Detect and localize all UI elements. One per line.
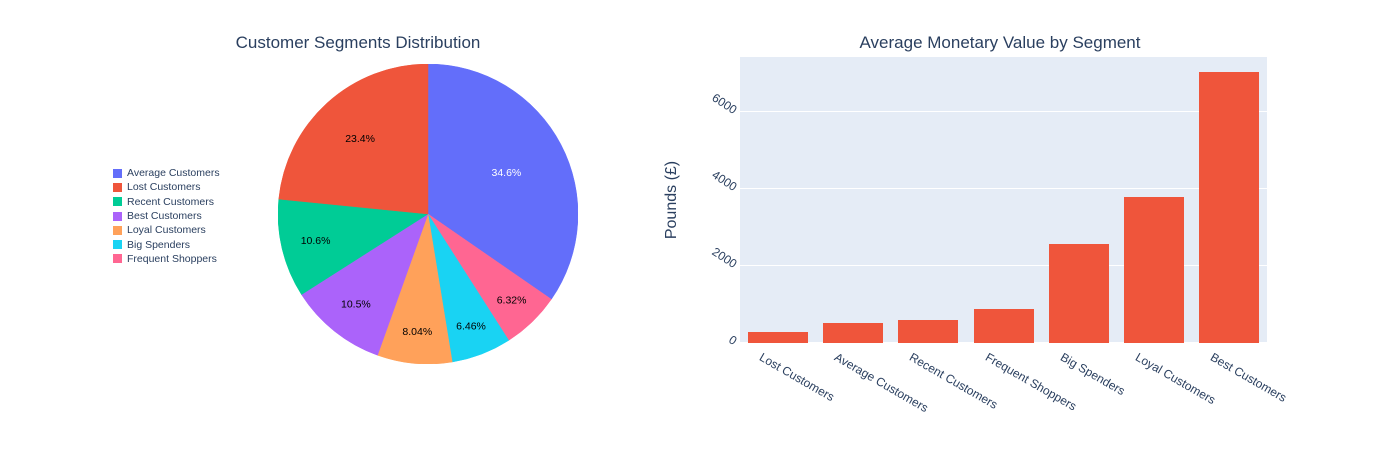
pie-slice-percent-label: 6.46% [456,320,486,332]
pie-slice-percent-label: 6.32% [497,295,527,307]
legend-item-loyal-customers[interactable]: Loyal Customers [113,223,220,237]
y-tick-label-6000: 6000 [709,90,740,117]
bar-average-customers[interactable] [822,323,883,343]
y-tick-label-2000: 2000 [709,244,740,271]
x-tick-label-lost-customers: Lost Customers [756,350,837,405]
legend-item-best-customers[interactable]: Best Customers [113,209,220,223]
pie-slice-percent-label: 8.04% [402,326,432,338]
legend-swatch [113,168,122,178]
gridline-6000 [740,110,1267,113]
y-axis-title: Pounds (£) [663,160,680,240]
pie-slice-percent-label: 10.5% [341,298,371,310]
legend-item-average-customers[interactable]: Average Customers [113,166,220,180]
bar-loyal-customers[interactable] [1124,196,1185,343]
gridline-2000 [740,264,1267,267]
legend-swatch [113,211,122,221]
legend-label: Recent Customers [127,195,214,208]
x-tick-label-loyal-customers: Loyal Customers [1133,350,1219,408]
legend-label: Loyal Customers [127,224,206,237]
legend-label: Frequent Shoppers [127,252,217,265]
legend-item-big-spenders[interactable]: Big Spenders [113,237,220,251]
legend-swatch [113,225,122,235]
pie-slice-percent-label: 10.6% [301,235,331,247]
pie-slice-percent-label: 23.4% [345,133,375,145]
pie-chart-panel: Customer Segments Distribution Average C… [0,0,660,460]
pie-slice-percent-label: 34.6% [492,167,522,179]
legend-swatch [113,197,122,207]
x-tick-label-big-spenders: Big Spenders [1057,350,1128,399]
bar-chart-panel: Average Monetary Value by Segment Pounds… [660,0,1374,460]
pie-slice-lost-customers[interactable] [278,64,429,215]
bar-big-spenders[interactable] [1048,244,1109,343]
bar-chart-title: Average Monetary Value by Segment [859,33,1141,52]
x-tick-label-recent-customers: Recent Customers [907,350,1001,412]
x-tick-label-best-customers: Best Customers [1208,350,1290,405]
x-tick-label-average-customers: Average Customers [831,350,931,416]
bar-lost-customers[interactable] [747,331,808,343]
legend-item-lost-customers[interactable]: Lost Customers [113,180,220,194]
legend-swatch [113,182,122,192]
pie-slice-recent-customers[interactable] [278,198,429,295]
pie-chart-title: Customer Segments Distribution [235,33,481,52]
y-tick-label-0: 0 [726,332,740,348]
bar-best-customers[interactable] [1199,71,1260,343]
legend-label: Average Customers [127,167,220,180]
x-tick-label-frequent-shoppers: Frequent Shoppers [982,350,1079,414]
pie-slice-best-customers[interactable] [301,213,429,356]
legend-label: Big Spenders [127,238,191,251]
legend-item-frequent-shoppers[interactable]: Frequent Shoppers [113,252,220,266]
legend-swatch [113,240,122,250]
legend-item-recent-customers[interactable]: Recent Customers [113,195,220,209]
pie-svg: 34.6% 6.32% 6.46% 8.04% 10.5% 10.6% 23.4% [278,64,578,364]
gridline-4000 [740,187,1267,190]
y-tick-label-4000: 4000 [709,167,740,194]
legend-swatch [113,254,122,264]
legend-label: Lost Customers [127,181,201,194]
legend-label: Best Customers [127,210,202,223]
pie-legend: Average Customers Lost Customers Recent Cu… [113,166,220,266]
pie-slice-average-customers[interactable] [427,64,578,300]
bar-plot-area[interactable] [740,57,1267,343]
bar-recent-customers[interactable] [898,320,959,343]
bar-frequent-shoppers[interactable] [973,308,1034,343]
